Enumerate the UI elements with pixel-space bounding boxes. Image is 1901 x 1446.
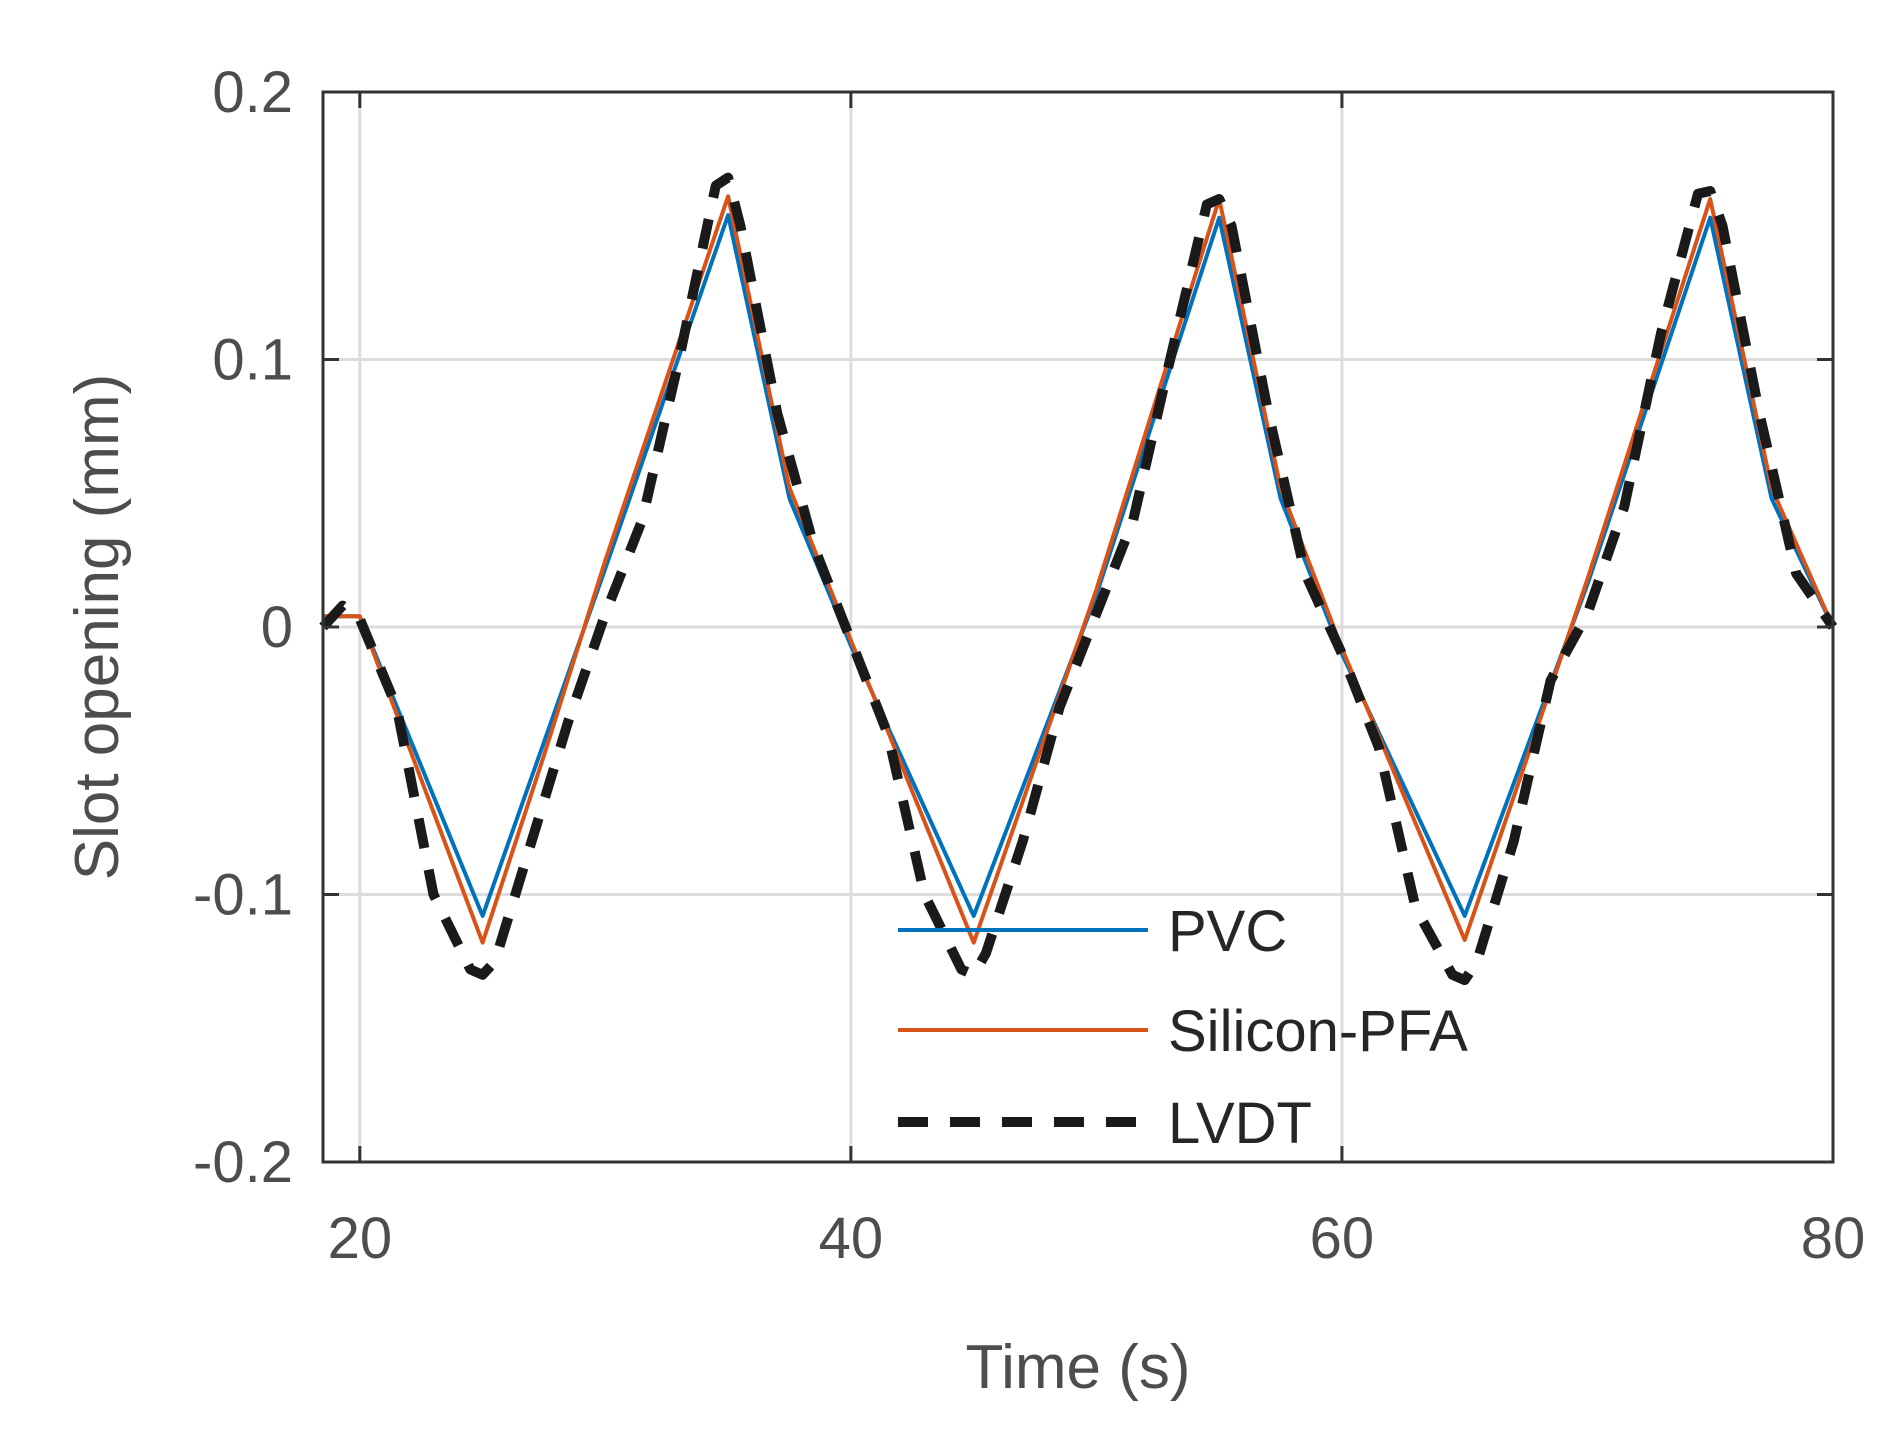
x-tick-label: 60 xyxy=(1310,1206,1375,1271)
y-tick-labels: -0.2 -0.1 0 0.1 0.2 xyxy=(193,60,293,1195)
y-tick-label: 0.2 xyxy=(212,60,293,125)
x-tick-label: 20 xyxy=(328,1206,393,1271)
series-group xyxy=(319,172,1838,986)
y-tick-label: -0.1 xyxy=(193,863,293,928)
ticks xyxy=(323,90,1835,1164)
x-axis-label: Time (s) xyxy=(966,1333,1191,1402)
x-tick-label: 40 xyxy=(819,1206,884,1271)
series-line-silicon-pfa xyxy=(323,194,1835,945)
y-tick-label: 0 xyxy=(261,595,293,660)
y-tick-label: 0.1 xyxy=(212,328,293,393)
y-tick-label: -0.2 xyxy=(193,1130,293,1195)
x-tick-labels: 20 40 60 80 xyxy=(328,1206,1866,1271)
legend-label-silicon-pfa: Silicon-PFA xyxy=(1168,999,1468,1064)
legend-label-pvc: PVC xyxy=(1168,899,1287,964)
legend-label-lvdt: LVDT xyxy=(1168,1091,1312,1156)
series-line-lvdt xyxy=(319,172,1838,986)
legend: PVC Silicon-PFA LVDT xyxy=(898,899,1468,1156)
x-tick-label: 80 xyxy=(1801,1206,1866,1271)
y-axis-label: Slot opening (mm) xyxy=(63,374,132,881)
